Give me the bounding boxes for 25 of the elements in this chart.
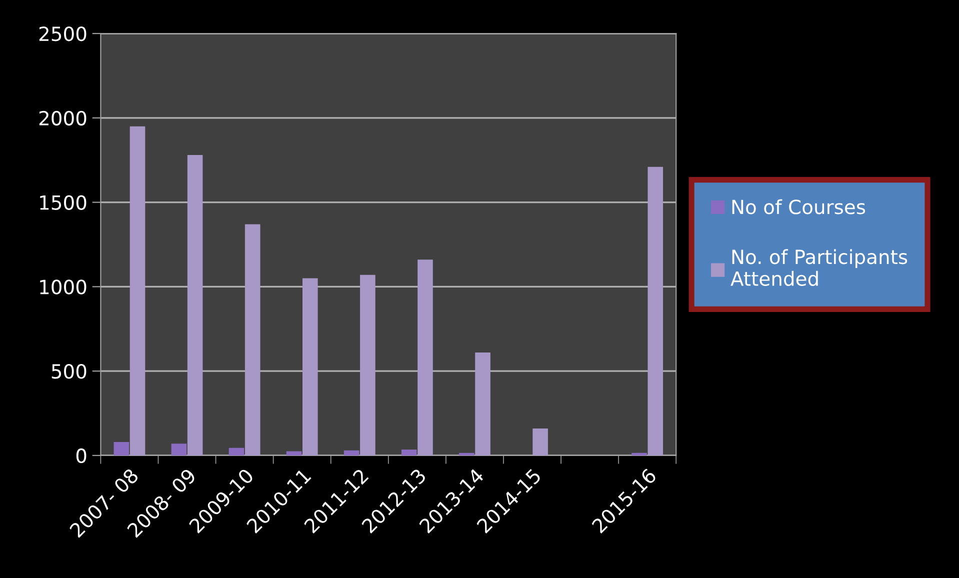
bar <box>171 444 187 456</box>
bar <box>244 224 260 456</box>
y-tick-label: 500 <box>52 364 86 379</box>
bar <box>458 452 474 456</box>
legend-label: No of Courses <box>732 199 866 214</box>
bar <box>360 274 376 456</box>
bar <box>648 166 664 456</box>
legend-label: No. of Participants Attended <box>730 249 908 286</box>
bar <box>187 155 203 456</box>
bar <box>344 450 360 456</box>
y-tick-label: 2000 <box>39 110 86 126</box>
bar <box>286 451 302 456</box>
bar <box>130 126 146 456</box>
bar <box>114 442 130 456</box>
bar <box>418 260 433 456</box>
bar <box>302 278 318 456</box>
y-tick-label: 2500 <box>39 26 86 42</box>
bar <box>228 448 244 456</box>
bar <box>532 428 548 456</box>
bar <box>401 450 417 456</box>
y-tick-label: 1000 <box>40 280 86 294</box>
y-tick-label: 1500 <box>40 195 86 210</box>
bar <box>475 352 490 456</box>
y-tick-label: 0 <box>76 448 86 464</box>
bar <box>632 452 647 456</box>
